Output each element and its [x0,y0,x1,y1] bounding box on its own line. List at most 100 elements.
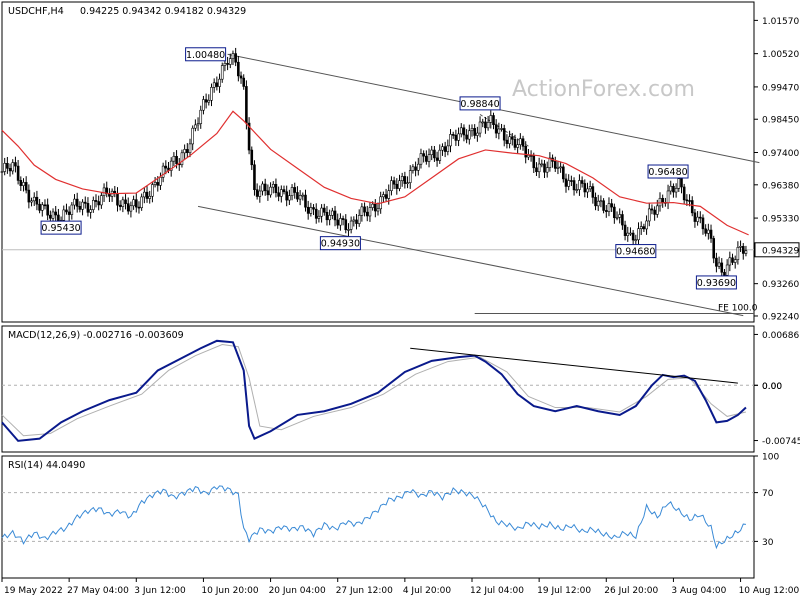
candle-body [134,199,138,208]
candle-body [100,195,103,206]
candle-body [494,124,498,134]
candle-body [363,206,366,213]
rsi-title: RSI(14) 44.0490 [8,460,85,471]
price-axis-label: 0.99470 [762,83,799,93]
candle-body [476,132,479,136]
time-axis-label: 27 Jun 12:00 [336,586,393,596]
candle-body [317,215,321,219]
candle-body [86,203,90,213]
candle-body [320,207,323,217]
time-axis-label: 12 Jul 04:00 [470,586,524,596]
candle-body [562,166,565,180]
candle-body [3,162,6,172]
price-axis-label: 0.98450 [762,116,799,126]
candle-body [169,160,173,171]
candle-body [465,134,468,140]
candle-body [715,257,718,267]
candle-body [357,215,361,224]
candle-body [210,87,213,101]
candle-body [145,191,149,199]
price-annotation-box [695,275,737,290]
candle-body [607,203,611,212]
candle-body [492,115,495,125]
candle-body [223,62,227,66]
candle-body [239,75,243,79]
candle-body [650,208,654,211]
candle-body [516,144,519,148]
candle-body [556,166,560,169]
candle-body [140,196,143,209]
candle-body [325,211,329,221]
symbol-label: USDCHF,H4 [8,6,64,17]
candle-body [425,155,428,162]
candle-body [164,165,168,169]
candle-body [441,146,444,151]
candle-body [535,167,538,173]
candle-body [40,204,44,211]
candle-body [242,77,246,87]
candle-body [175,155,178,165]
candle-body [62,209,66,221]
time-axis-label: 20 Jun 04:00 [269,586,326,596]
candle-body [148,195,152,199]
candle-body [38,203,41,211]
candle-body [672,185,675,193]
time-axis-label: 4 Jul 20:00 [403,586,452,596]
macd-axis-label: 0.006861 [762,331,800,341]
candle-body [274,184,278,194]
price-annotation-box [615,244,657,259]
price-annotation: 1.00480 [186,50,225,61]
price-axis-label: 0.92240 [762,312,799,322]
rsi-axis-label: 100 [762,453,779,463]
candle-body [339,218,342,226]
candle-body [682,186,686,201]
candle-body [416,163,420,171]
candle-body [285,191,288,201]
candle-body [16,165,20,181]
candle-body [677,178,681,189]
candle-body [545,167,549,173]
price-axis-label: 1.01570 [762,17,799,27]
candle-body [564,178,568,187]
candle-body [674,188,678,193]
price-annotation-box [319,236,361,251]
candle-body [489,115,493,123]
rsi-axis-label: 70 [762,489,774,499]
candle-body [462,127,466,136]
candle-body [701,217,705,230]
candle-body [92,200,95,210]
channel-line [197,205,744,317]
price-axis-label: 1.00520 [762,50,799,60]
candle-body [207,99,211,103]
candle-body [693,212,697,222]
candle-body [642,226,646,230]
candle-body [159,176,162,186]
candle-body [454,134,458,141]
candle-body [626,232,630,236]
candle-body [433,149,436,159]
candle-body [22,182,25,186]
fe-label: FE 100.0 [718,303,758,313]
candle-body [333,210,337,221]
candle-body [137,206,141,209]
candle-body [6,162,9,169]
rsi-panel [1,455,755,579]
candle-body [196,123,200,126]
candle-body [46,204,49,216]
watermark: ActionForex.com [512,77,695,102]
candle-body [731,257,734,263]
time-axis-label: 27 May 04:00 [67,586,129,596]
candle-body [610,203,613,208]
candle-body [422,153,425,157]
candle-body [449,134,452,147]
candle-body [301,194,305,197]
candle-body [153,182,157,185]
candle-body [497,128,501,134]
candle-body [8,168,12,172]
candle-body [548,157,552,169]
candle-body [427,154,431,162]
candle-body [296,192,299,200]
candle-body [376,208,380,212]
candle-body [631,232,635,241]
candle-body [618,214,622,218]
